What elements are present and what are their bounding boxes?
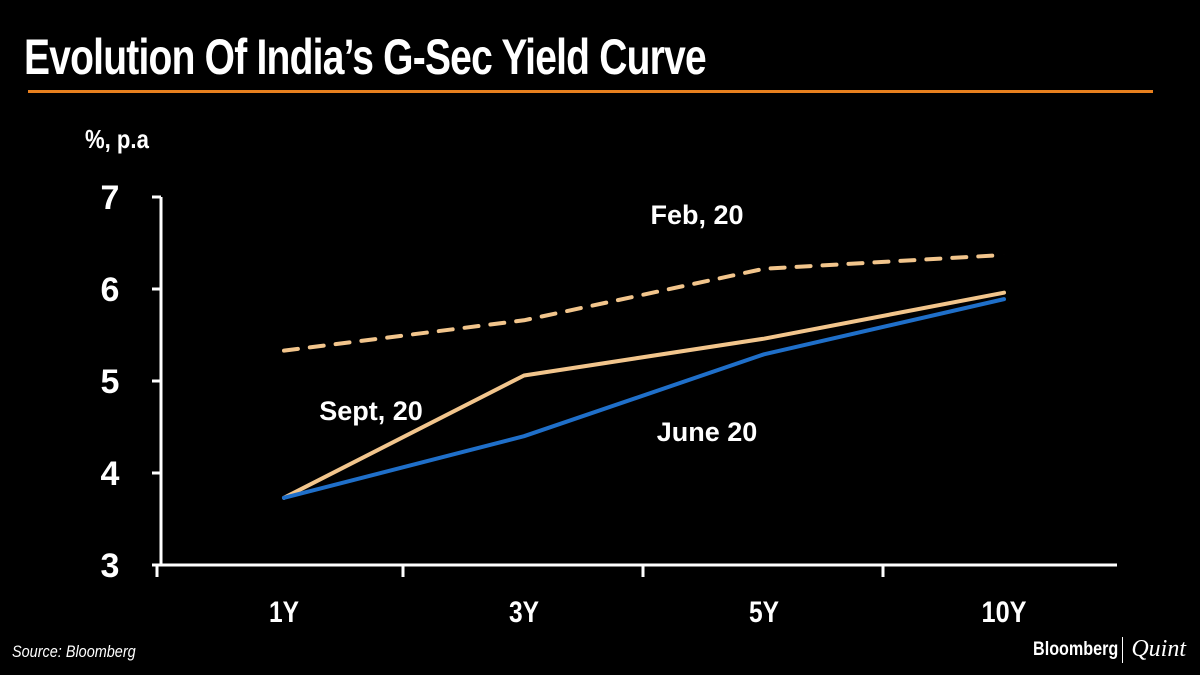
brand-primary: Bloomberg (1033, 638, 1119, 660)
brand-separator (1122, 636, 1124, 663)
y-tick-label-7: 7 (101, 179, 120, 217)
y-tick-label-5: 5 (101, 363, 120, 401)
x-tick-label-5Y: 5Y (749, 596, 779, 629)
series-label-feb-20: Feb, 20 (650, 200, 743, 230)
y-axis-unit-label: %, p.a (85, 124, 149, 154)
y-tick-label-4: 4 (101, 455, 120, 493)
y-tick-label-3: 3 (101, 547, 120, 585)
chart-title: Evolution Of India’s G-Sec Yield Curve (24, 29, 707, 85)
title-underline (28, 90, 1153, 93)
series-label-june-20: June 20 (657, 417, 758, 447)
series-line-june-20 (282, 297, 1006, 500)
series-line-sept-20 (282, 290, 1006, 500)
x-tick-label-3Y: 3Y (509, 596, 539, 629)
y-tick-label-6: 6 (101, 271, 120, 309)
brand-logo: Bloomberg Quint (1018, 636, 1186, 663)
source-note: Source: Bloomberg (12, 642, 136, 661)
brand-secondary: Quint (1131, 636, 1186, 662)
x-tick-label-1Y: 1Y (269, 596, 299, 629)
series-label-sept-20: Sept, 20 (319, 396, 423, 426)
series-line-feb-20 (282, 252, 1006, 353)
x-tick-label-10Y: 10Y (982, 596, 1027, 629)
